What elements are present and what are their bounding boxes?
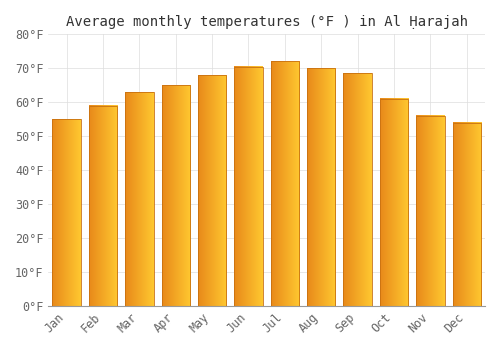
- Bar: [125, 92, 154, 306]
- Bar: [344, 74, 372, 306]
- Bar: [452, 122, 481, 306]
- Bar: [162, 85, 190, 306]
- Bar: [307, 68, 336, 306]
- Bar: [270, 62, 299, 306]
- Bar: [416, 116, 444, 306]
- Bar: [52, 119, 80, 306]
- Title: Average monthly temperatures (°F ) in Al Ḥarajah: Average monthly temperatures (°F ) in Al…: [66, 15, 468, 29]
- Bar: [198, 75, 226, 306]
- Bar: [234, 66, 262, 306]
- Bar: [89, 106, 117, 306]
- Bar: [380, 99, 408, 306]
